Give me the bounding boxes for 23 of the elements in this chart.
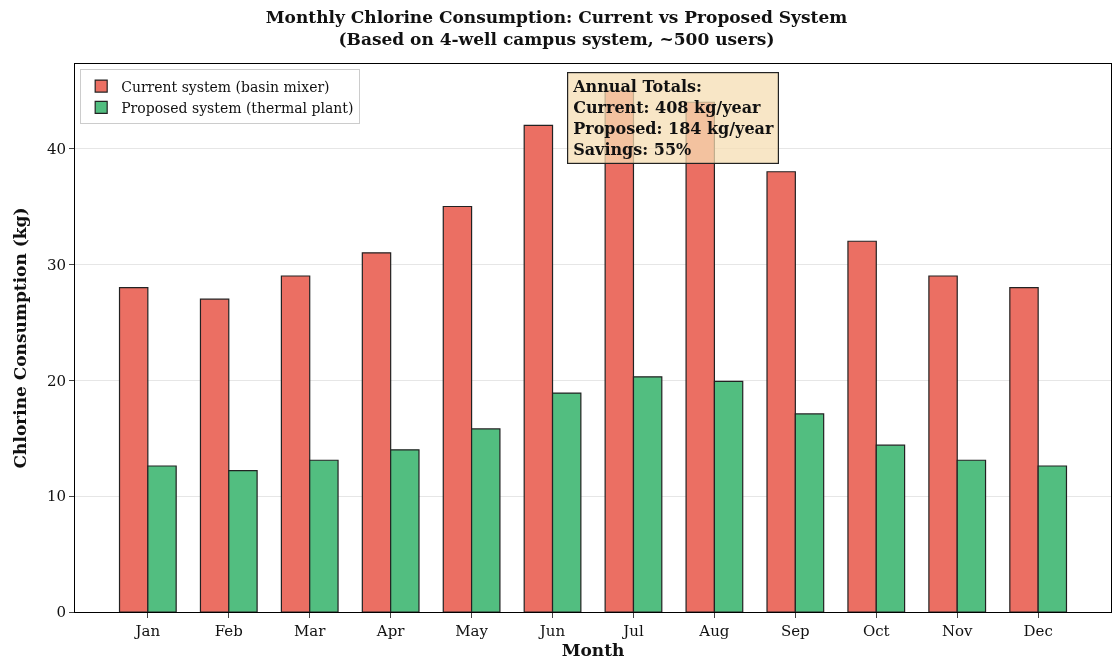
x-tick-label: Sep bbox=[780, 622, 810, 640]
x-tick-label: Dec bbox=[1023, 622, 1053, 640]
y-tick-label: 10 bbox=[46, 487, 66, 506]
x-tick-label: Apr bbox=[375, 622, 406, 640]
y-tick-label: 40 bbox=[46, 139, 66, 158]
y-tick-label: 30 bbox=[46, 255, 66, 274]
chart-title: Monthly Chlorine Consumption: Current vs Proposed System (Based on 4-well campus system, ~500 users) bbox=[265, 7, 848, 50]
x-tick-label: Jan bbox=[133, 622, 161, 640]
x-tick-label: Feb bbox=[214, 622, 243, 640]
x-axis-title: Month bbox=[561, 640, 625, 660]
annotation: Annual Totals: Current: 408 kg/year Proposed: 184 kg/year Savings: 55% bbox=[572, 77, 774, 159]
legend-label: Proposed system (thermal plant) bbox=[121, 99, 354, 116]
x-tick-label: Aug bbox=[698, 622, 730, 640]
x-tick-label: Mar bbox=[293, 622, 327, 640]
x-tick-label: Jun bbox=[537, 622, 566, 640]
x-tick-label: Jul bbox=[621, 622, 644, 640]
y-tick-label: 0 bbox=[56, 603, 66, 622]
y-axis-title: Chlorine Consumption (kg) bbox=[10, 207, 31, 469]
x-tick-label: Oct bbox=[862, 622, 890, 640]
x-tick-label: May bbox=[455, 622, 489, 640]
y-tick-label: 20 bbox=[46, 371, 66, 390]
legend-label: Current system (basin mixer) bbox=[121, 78, 330, 95]
x-tick-label: Nov bbox=[941, 622, 974, 640]
